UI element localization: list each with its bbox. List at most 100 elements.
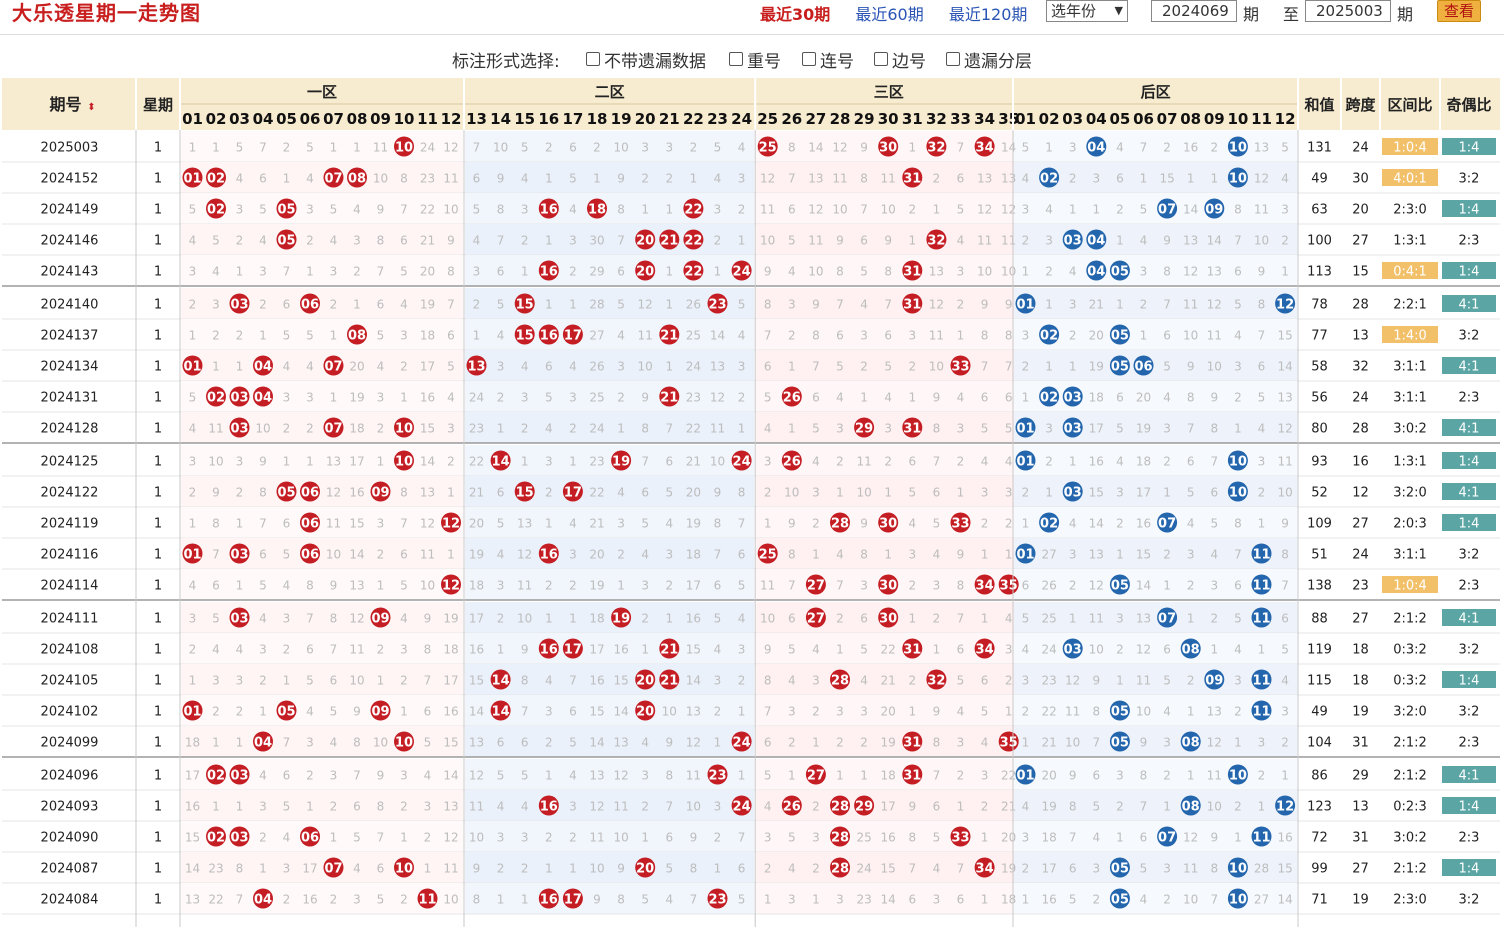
miss-count: 9 bbox=[1163, 234, 1171, 248]
miss-count: 3 bbox=[836, 705, 844, 719]
option-consecutive[interactable]: 连号 bbox=[802, 47, 854, 72]
front-ball-number: 06 bbox=[301, 517, 319, 532]
miss-count: 2 bbox=[259, 674, 267, 688]
range-120-link[interactable]: 最近120期 bbox=[948, 5, 1028, 24]
front-ball bbox=[757, 543, 778, 564]
back-ball-number: 08 bbox=[1182, 643, 1200, 658]
checkbox[interactable] bbox=[946, 52, 960, 66]
back-ball bbox=[1251, 669, 1272, 690]
miss-count: 14 bbox=[349, 548, 364, 562]
front-ball-number: 22 bbox=[684, 234, 702, 249]
front-ball bbox=[998, 731, 1019, 752]
miss-count: 17 bbox=[302, 862, 317, 876]
miss-count: 1 bbox=[738, 769, 746, 783]
miss-count: 14 bbox=[185, 862, 200, 876]
miss-count: 20 bbox=[881, 705, 896, 719]
front-ball bbox=[417, 888, 438, 909]
option-repeat[interactable]: 重号 bbox=[729, 47, 781, 72]
front-ball-number: 21 bbox=[660, 674, 678, 689]
miss-count: 3 bbox=[283, 391, 291, 405]
year-select[interactable]: 选年份 ▼ bbox=[1046, 0, 1128, 22]
miss-count: 6 bbox=[521, 736, 529, 750]
checkbox[interactable] bbox=[874, 52, 888, 66]
miss-count: 1 bbox=[545, 612, 553, 626]
checkbox[interactable] bbox=[586, 52, 600, 66]
miss-count: 1 bbox=[812, 548, 820, 562]
front-ball-number: 26 bbox=[783, 455, 801, 470]
front-number-header: 27 bbox=[805, 110, 826, 128]
back-ball bbox=[1109, 857, 1130, 878]
miss-count: 12 bbox=[808, 203, 823, 217]
front-ball-number: 21 bbox=[660, 329, 678, 344]
front-number-header: 22 bbox=[683, 110, 704, 128]
weekday-value: 1 bbox=[154, 455, 162, 470]
view-button[interactable]: 查看 bbox=[1437, 0, 1481, 22]
front-ball-number: 03 bbox=[230, 831, 248, 846]
miss-count: 1 bbox=[908, 234, 916, 248]
front-ball bbox=[490, 669, 511, 690]
option-no-miss[interactable]: 不带遗漏数据 bbox=[586, 47, 706, 72]
miss-count: 10 bbox=[710, 455, 725, 469]
sum-value: 63 bbox=[1311, 203, 1328, 218]
front-ball bbox=[974, 638, 995, 659]
miss-count: 2 bbox=[306, 769, 314, 783]
miss-count: 10 bbox=[881, 203, 896, 217]
weekday-value: 1 bbox=[154, 862, 162, 877]
front-ball bbox=[926, 136, 947, 157]
miss-count: 1 bbox=[1210, 643, 1218, 657]
miss-count: 1 bbox=[212, 141, 220, 155]
range-30-link[interactable]: 最近30期 bbox=[760, 5, 831, 24]
from-issue-input[interactable]: 2024069 bbox=[1151, 0, 1237, 22]
zone1-bg bbox=[181, 821, 463, 852]
miss-count: 9 bbox=[593, 893, 601, 907]
miss-count: 18 bbox=[349, 422, 364, 436]
miss-count: 1 bbox=[738, 422, 746, 436]
miss-count: 3 bbox=[1022, 674, 1030, 688]
miss-count: 4 bbox=[764, 800, 772, 814]
miss-count: 9 bbox=[497, 172, 505, 186]
miss-count: 2 bbox=[957, 298, 965, 312]
miss-count: 5 bbox=[1210, 517, 1218, 531]
miss-count: 1 bbox=[283, 674, 291, 688]
miss-count: 8 bbox=[860, 172, 868, 186]
miss-count: 7 bbox=[259, 141, 267, 155]
back-ball-number: 03 bbox=[1064, 234, 1082, 249]
miss-count: 2 bbox=[189, 643, 197, 657]
range-60-link[interactable]: 最近60期 bbox=[855, 5, 924, 24]
span-value: 18 bbox=[1352, 674, 1369, 689]
miss-count: 2 bbox=[1022, 234, 1030, 248]
sum-value: 99 bbox=[1311, 862, 1328, 877]
miss-count: 11 bbox=[1277, 455, 1292, 469]
front-ball-number: 04 bbox=[254, 893, 272, 908]
miss-count: 4 bbox=[306, 360, 314, 374]
miss-count: 18 bbox=[1001, 893, 1016, 907]
miss-count: 11 bbox=[881, 172, 896, 186]
checkbox[interactable] bbox=[802, 52, 816, 66]
front-ball-number: 26 bbox=[783, 391, 801, 406]
miss-count: 8 bbox=[764, 298, 772, 312]
miss-count: 3 bbox=[1045, 234, 1053, 248]
miss-count: 3 bbox=[860, 705, 868, 719]
miss-count: 8 bbox=[400, 172, 408, 186]
back-ball-number: 01 bbox=[1016, 455, 1034, 470]
miss-count: 8 bbox=[981, 329, 989, 343]
option-miss-layer[interactable]: 遗漏分层 bbox=[946, 47, 1032, 72]
front-ball bbox=[394, 731, 414, 752]
miss-count: 4 bbox=[521, 360, 529, 374]
miss-count: 3 bbox=[1069, 548, 1077, 562]
zone3-bg bbox=[756, 319, 1022, 350]
miss-count: 18 bbox=[469, 579, 484, 593]
miss-count: 4 bbox=[473, 234, 481, 248]
to-issue-input[interactable]: 2025003 bbox=[1305, 0, 1391, 22]
miss-count: 2 bbox=[1005, 517, 1013, 531]
miss-count: 2 bbox=[236, 234, 244, 248]
miss-count: 17 bbox=[185, 769, 200, 783]
zone1-bg bbox=[181, 883, 463, 914]
option-edge[interactable]: 边号 bbox=[874, 47, 926, 72]
span-value: 28 bbox=[1352, 422, 1369, 437]
back-ball bbox=[1015, 543, 1036, 564]
front-ball bbox=[300, 481, 320, 502]
checkbox[interactable] bbox=[729, 52, 743, 66]
miss-count: 6 bbox=[353, 800, 361, 814]
